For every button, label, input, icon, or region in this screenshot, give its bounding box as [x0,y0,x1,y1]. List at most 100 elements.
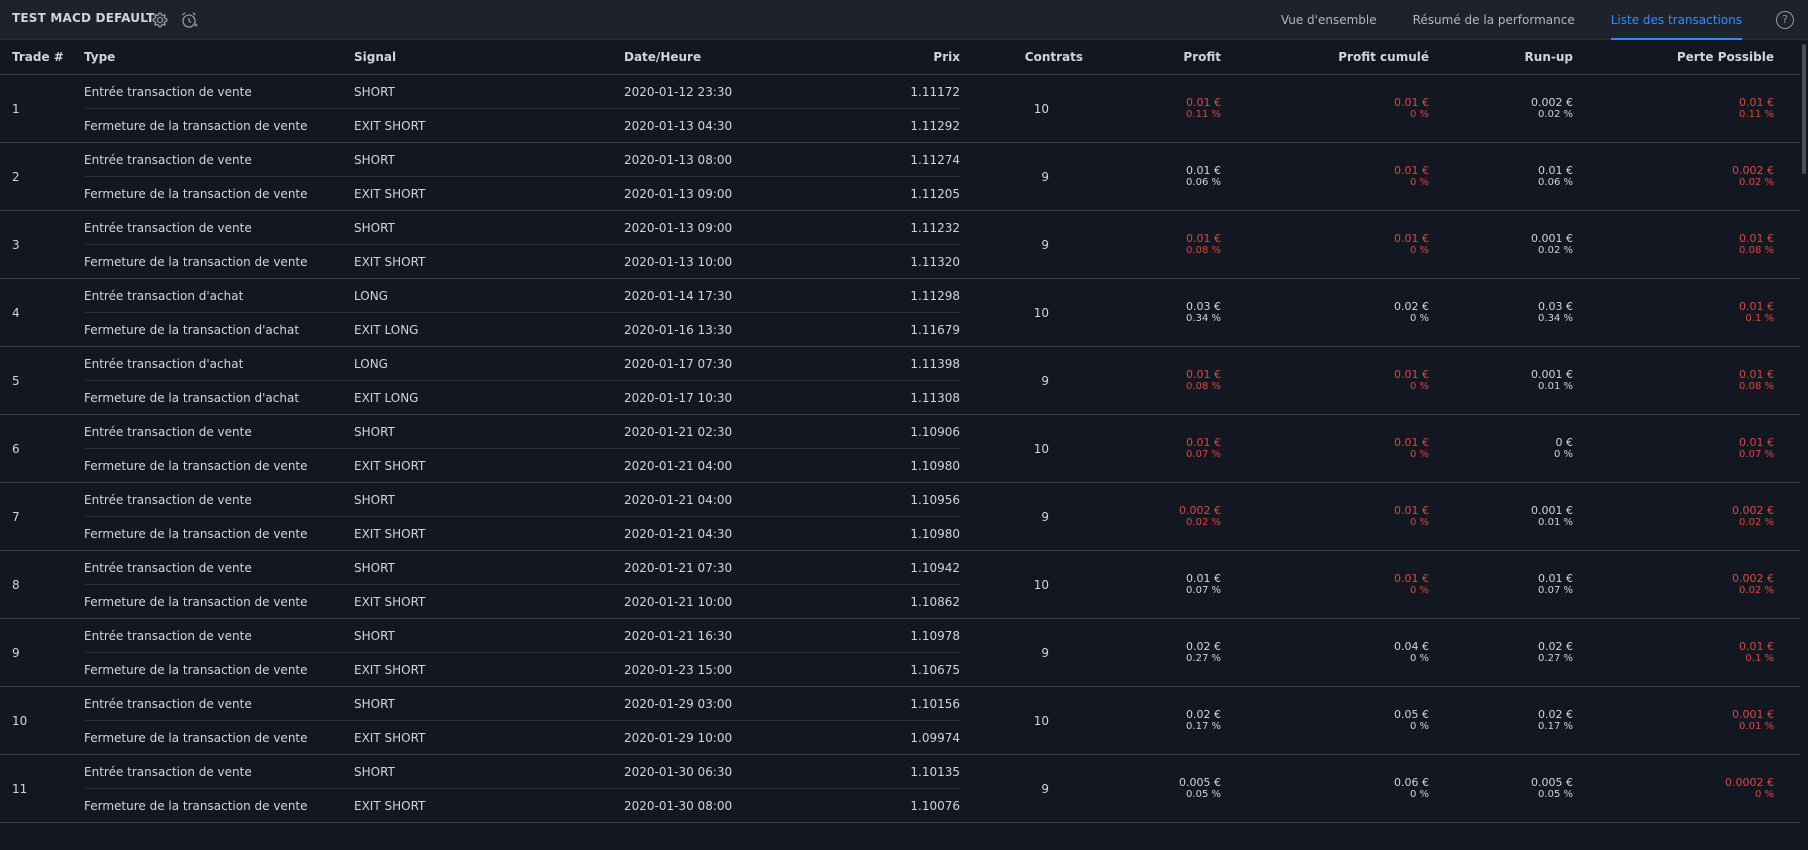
table-row[interactable]: Fermeture de la transaction de vente EXIT… [0,108,1800,143]
table-row[interactable]: 8 Entrée transaction de vente SHORT 2020-01… [0,550,1800,619]
col-header-price[interactable]: Prix [799,40,960,75]
col-header-cum-profit[interactable]: Profit cumulé [1221,40,1429,75]
gear-icon[interactable] [150,10,170,30]
cell-contracts: 10 [960,686,1087,755]
cell-runup: 0.01 €0.07 % [1429,550,1573,619]
cell-trade-number: 10 [0,686,84,755]
cum-profit-value: 0.01 € [1394,232,1429,245]
table-row[interactable]: 10 Entrée transaction de vente SHORT 2020-0… [0,686,1800,755]
col-header-drawdown[interactable]: Perte Possible [1573,40,1800,75]
runup-percent: 0.34 % [1538,313,1573,324]
cell-type: Entrée transaction de vente [84,414,354,449]
table-row[interactable]: 9 Entrée transaction de vente SHORT 2020-01… [0,618,1800,687]
table-row[interactable]: Fermeture de la transaction de vente EXIT… [0,448,1800,483]
col-header-signal[interactable]: Signal [354,40,624,75]
table-row[interactable]: Fermeture de la transaction de vente EXIT… [0,652,1800,687]
help-icon[interactable]: ? [1776,11,1794,29]
cell-datetime: 2020-01-14 17:30 [624,278,799,313]
cell-type: Entrée transaction de vente [84,142,354,177]
cell-signal: EXIT SHORT [354,720,624,755]
cell-type: Fermeture de la transaction de vente [84,584,354,619]
cell-cum-profit: 0.06 €0 % [1221,754,1429,823]
profit-percent: 0.08 % [1186,381,1221,392]
cell-contracts: 9 [960,346,1087,415]
cell-signal: SHORT [354,210,624,245]
runup-percent: 0.27 % [1538,653,1573,664]
cell-datetime: 2020-01-21 10:00 [624,584,799,619]
profit-value: 0.01 € [1186,232,1221,245]
tab-trade-list[interactable]: Liste des transactions [1593,0,1760,40]
runup-percent: 0.02 % [1538,245,1573,256]
drawdown-value: 0.01 € [1739,300,1774,313]
drawdown-percent: 0.08 % [1739,381,1774,392]
cell-price: 1.10076 [799,788,960,823]
cell-datetime: 2020-01-29 03:00 [624,686,799,721]
vertical-scrollbar[interactable] [1800,40,1808,850]
col-header-runup[interactable]: Run-up [1429,40,1573,75]
cell-price: 1.11308 [799,380,960,415]
cum-profit-percent: 0 % [1409,721,1429,732]
runup-value: 0.001 € [1531,504,1573,517]
col-header-contracts[interactable]: Contrats [960,40,1087,75]
table-row[interactable]: 1 Entrée transaction de vente SHORT 2020-01… [0,74,1800,143]
drawdown-percent: 0.1 % [1745,313,1774,324]
cell-signal: SHORT [354,74,624,109]
cell-type: Entrée transaction de vente [84,210,354,245]
table-row[interactable]: Fermeture de la transaction de vente EXIT… [0,584,1800,619]
cell-price: 1.10135 [799,754,960,789]
table-row[interactable]: 2 Entrée transaction de vente SHORT 2020-01… [0,142,1800,211]
table-row[interactable]: Fermeture de la transaction d'achat EXIT … [0,312,1800,347]
cell-price: 1.09974 [799,720,960,755]
table-row[interactable]: Fermeture de la transaction de vente EXIT… [0,720,1800,755]
table-row[interactable]: Fermeture de la transaction de vente EXIT… [0,788,1800,823]
runup-percent: 0.02 % [1538,109,1573,120]
profit-value: 0.01 € [1186,436,1221,449]
cell-profit: 0.01 €0.11 % [1087,74,1221,143]
trade-list-table: Trade # Type Signal Date/Heure Prix Cont… [0,40,1800,850]
table-row[interactable]: 3 Entrée transaction de vente SHORT 2020-01… [0,210,1800,279]
alarm-clock-plus-icon[interactable] [179,10,199,30]
col-header-profit[interactable]: Profit [1087,40,1221,75]
drawdown-percent: 0.1 % [1745,653,1774,664]
table-row[interactable]: Fermeture de la transaction de vente EXIT… [0,176,1800,211]
table-row[interactable]: 5 Entrée transaction d'achat LONG 2020-01-1… [0,346,1800,415]
scrollbar-thumb[interactable] [1802,44,1806,174]
tab-overview[interactable]: Vue d'ensemble [1280,13,1377,27]
profit-percent: 0.34 % [1186,313,1221,324]
table-row[interactable]: 6 Entrée transaction de vente SHORT 2020-01… [0,414,1800,483]
table-row[interactable]: Fermeture de la transaction de vente EXIT… [0,516,1800,551]
table-row[interactable]: 4 Entrée transaction d'achat LONG 2020-01-1… [0,278,1800,347]
cell-contracts: 9 [960,618,1087,687]
cell-datetime: 2020-01-16 13:30 [624,312,799,347]
cell-drawdown: 0.01 €0.08 % [1573,346,1800,415]
cum-profit-value: 0.02 € [1394,300,1429,313]
profit-percent: 0.11 % [1186,109,1221,120]
drawdown-percent: 0.11 % [1739,109,1774,120]
cell-trade-number: 11 [0,754,84,823]
cell-profit: 0.03 €0.34 % [1087,278,1221,347]
profit-percent: 0.27 % [1186,653,1221,664]
table-row[interactable]: 11 Entrée transaction de vente SHORT 2020-0… [0,754,1800,823]
cell-contracts: 10 [960,278,1087,347]
cell-contracts: 9 [960,142,1087,211]
col-header-type[interactable]: Type [84,40,354,75]
cell-type: Entrée transaction de vente [84,74,354,109]
cell-signal: SHORT [354,482,624,517]
tab-performance-summary[interactable]: Résumé de la performance [1412,13,1575,27]
cum-profit-percent: 0 % [1409,789,1429,800]
cum-profit-percent: 0 % [1409,313,1429,324]
table-row[interactable]: Fermeture de la transaction de vente EXIT… [0,244,1800,279]
col-header-datetime[interactable]: Date/Heure [624,40,799,75]
cell-type: Fermeture de la transaction de vente [84,720,354,755]
cell-profit: 0.01 €0.07 % [1087,414,1221,483]
cell-cum-profit: 0.02 €0 % [1221,278,1429,347]
cell-price: 1.10978 [799,618,960,653]
table-row[interactable]: Fermeture de la transaction d'achat EXIT … [0,380,1800,415]
cell-price: 1.11320 [799,244,960,279]
drawdown-percent: 0.02 % [1739,177,1774,188]
table-row[interactable]: 7 Entrée transaction de vente SHORT 2020-01… [0,482,1800,551]
col-header-trade[interactable]: Trade # [0,40,84,75]
drawdown-percent: 0 % [1754,789,1774,800]
profit-value: 0.02 € [1186,640,1221,653]
cell-drawdown: 0.01 €0.1 % [1573,278,1800,347]
